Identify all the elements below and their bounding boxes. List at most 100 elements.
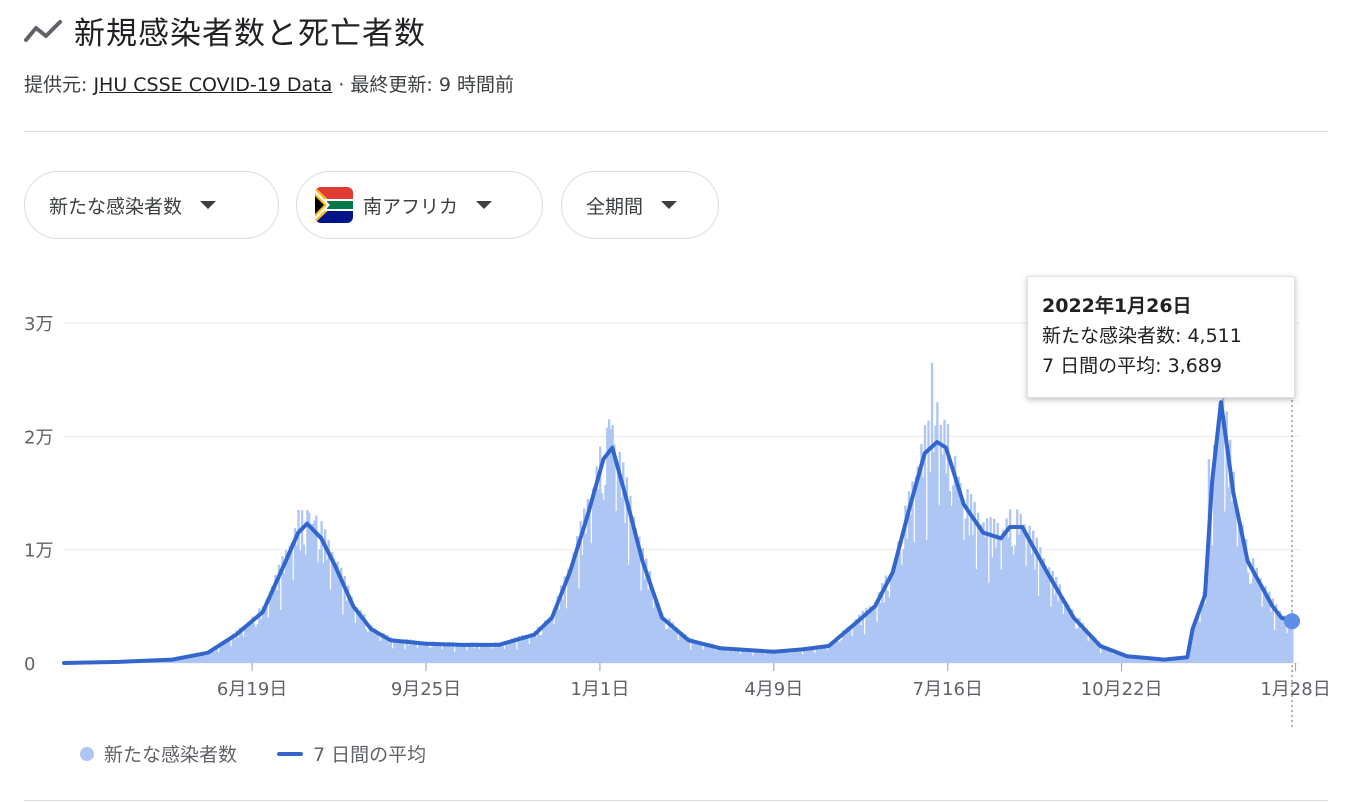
- bar: [920, 444, 923, 663]
- bar: [1273, 629, 1276, 663]
- bar: [1003, 532, 1007, 663]
- bar: [174, 659, 178, 663]
- bar: [767, 651, 770, 663]
- bar: [347, 585, 350, 663]
- bar: [978, 524, 982, 663]
- bar: [975, 568, 978, 663]
- bar: [891, 565, 895, 663]
- bar: [758, 651, 762, 663]
- bar: [302, 544, 306, 663]
- bar: [666, 628, 669, 663]
- bar: [180, 659, 183, 663]
- bar: [1211, 545, 1214, 663]
- bar: [948, 491, 951, 663]
- bar: [996, 523, 999, 663]
- bar: [854, 619, 857, 663]
- bar: [260, 619, 263, 663]
- bar: [268, 594, 272, 663]
- bar: [819, 644, 822, 663]
- bar: [858, 614, 861, 663]
- bar: [687, 637, 691, 663]
- bar: [442, 644, 446, 663]
- bar: [190, 656, 194, 663]
- period-dropdown[interactable]: 全期間: [561, 171, 719, 239]
- bar: [833, 642, 836, 663]
- bar: [547, 618, 550, 663]
- bar: [497, 642, 501, 663]
- bar: [693, 643, 696, 663]
- bar: [416, 647, 419, 663]
- bar: [290, 542, 293, 663]
- bar: [670, 629, 673, 663]
- bar: [331, 552, 334, 663]
- bar: [229, 646, 233, 663]
- chart[interactable]: 0 1万 2万 3万 6月19日 9月25日 1月1日 4月9日 7月16日 10月22日 1月2…: [0, 250, 1346, 730]
- bar: [1145, 658, 1148, 663]
- legend-line-label: 7 日間の平均: [313, 744, 427, 766]
- bar: [487, 643, 490, 663]
- bar: [524, 635, 527, 663]
- bar: [1087, 641, 1090, 663]
- bar: [740, 648, 744, 663]
- bar: [426, 645, 430, 663]
- source-link[interactable]: JHU CSSE COVID-19 Data: [93, 74, 333, 96]
- bar: [790, 650, 794, 663]
- bar: [384, 640, 387, 663]
- bar: [556, 596, 559, 663]
- bar: [242, 636, 245, 663]
- bar: [405, 639, 408, 663]
- bar: [872, 605, 875, 663]
- bar: [591, 488, 595, 663]
- bar: [1193, 621, 1196, 663]
- bar: [673, 629, 676, 663]
- bar: [735, 650, 739, 663]
- bar: [240, 632, 243, 663]
- bar: [520, 635, 524, 663]
- bar: [1028, 525, 1031, 663]
- bar: [433, 645, 437, 663]
- bar: [700, 642, 703, 663]
- bar: [639, 590, 643, 663]
- bar: [182, 657, 185, 663]
- bar: [428, 647, 432, 663]
- bar: [300, 510, 304, 663]
- bar: [1253, 572, 1257, 663]
- bar: [387, 642, 391, 663]
- tooltip-cases-label: 新たな感染者数:: [1042, 325, 1182, 347]
- bar: [977, 512, 980, 663]
- bar: [508, 642, 511, 663]
- bar: [201, 653, 204, 663]
- bar: [902, 549, 905, 663]
- bar: [1053, 594, 1056, 663]
- country-dropdown[interactable]: 南アフリカ: [296, 171, 543, 239]
- bar: [1122, 655, 1125, 663]
- country-dropdown-label: 南アフリカ: [363, 195, 459, 218]
- bar: [776, 653, 779, 663]
- bar: [1134, 657, 1138, 663]
- bar: [325, 559, 329, 663]
- bar: [1140, 656, 1143, 663]
- bar: [183, 657, 187, 663]
- metric-dropdown[interactable]: 新たな感染者数: [24, 171, 279, 239]
- bar: [559, 585, 563, 663]
- bar: [492, 647, 495, 663]
- bar: [238, 627, 242, 663]
- bar: [969, 493, 973, 663]
- bar: [1246, 572, 1250, 663]
- bar: [762, 650, 765, 663]
- bar: [554, 612, 558, 663]
- bar: [606, 427, 609, 663]
- bar: [561, 599, 565, 663]
- bar: [336, 561, 339, 663]
- bar: [1204, 603, 1207, 663]
- bar: [551, 617, 554, 663]
- metric-dropdown-label: 新たな感染者数: [49, 195, 183, 218]
- bar: [1030, 554, 1033, 663]
- bar: [1115, 652, 1118, 663]
- bar: [929, 472, 932, 663]
- bar: [966, 489, 969, 663]
- bar: [843, 635, 847, 663]
- bar: [1259, 578, 1262, 663]
- x-tick-label: 1月28日: [1260, 679, 1330, 700]
- bar: [474, 642, 478, 663]
